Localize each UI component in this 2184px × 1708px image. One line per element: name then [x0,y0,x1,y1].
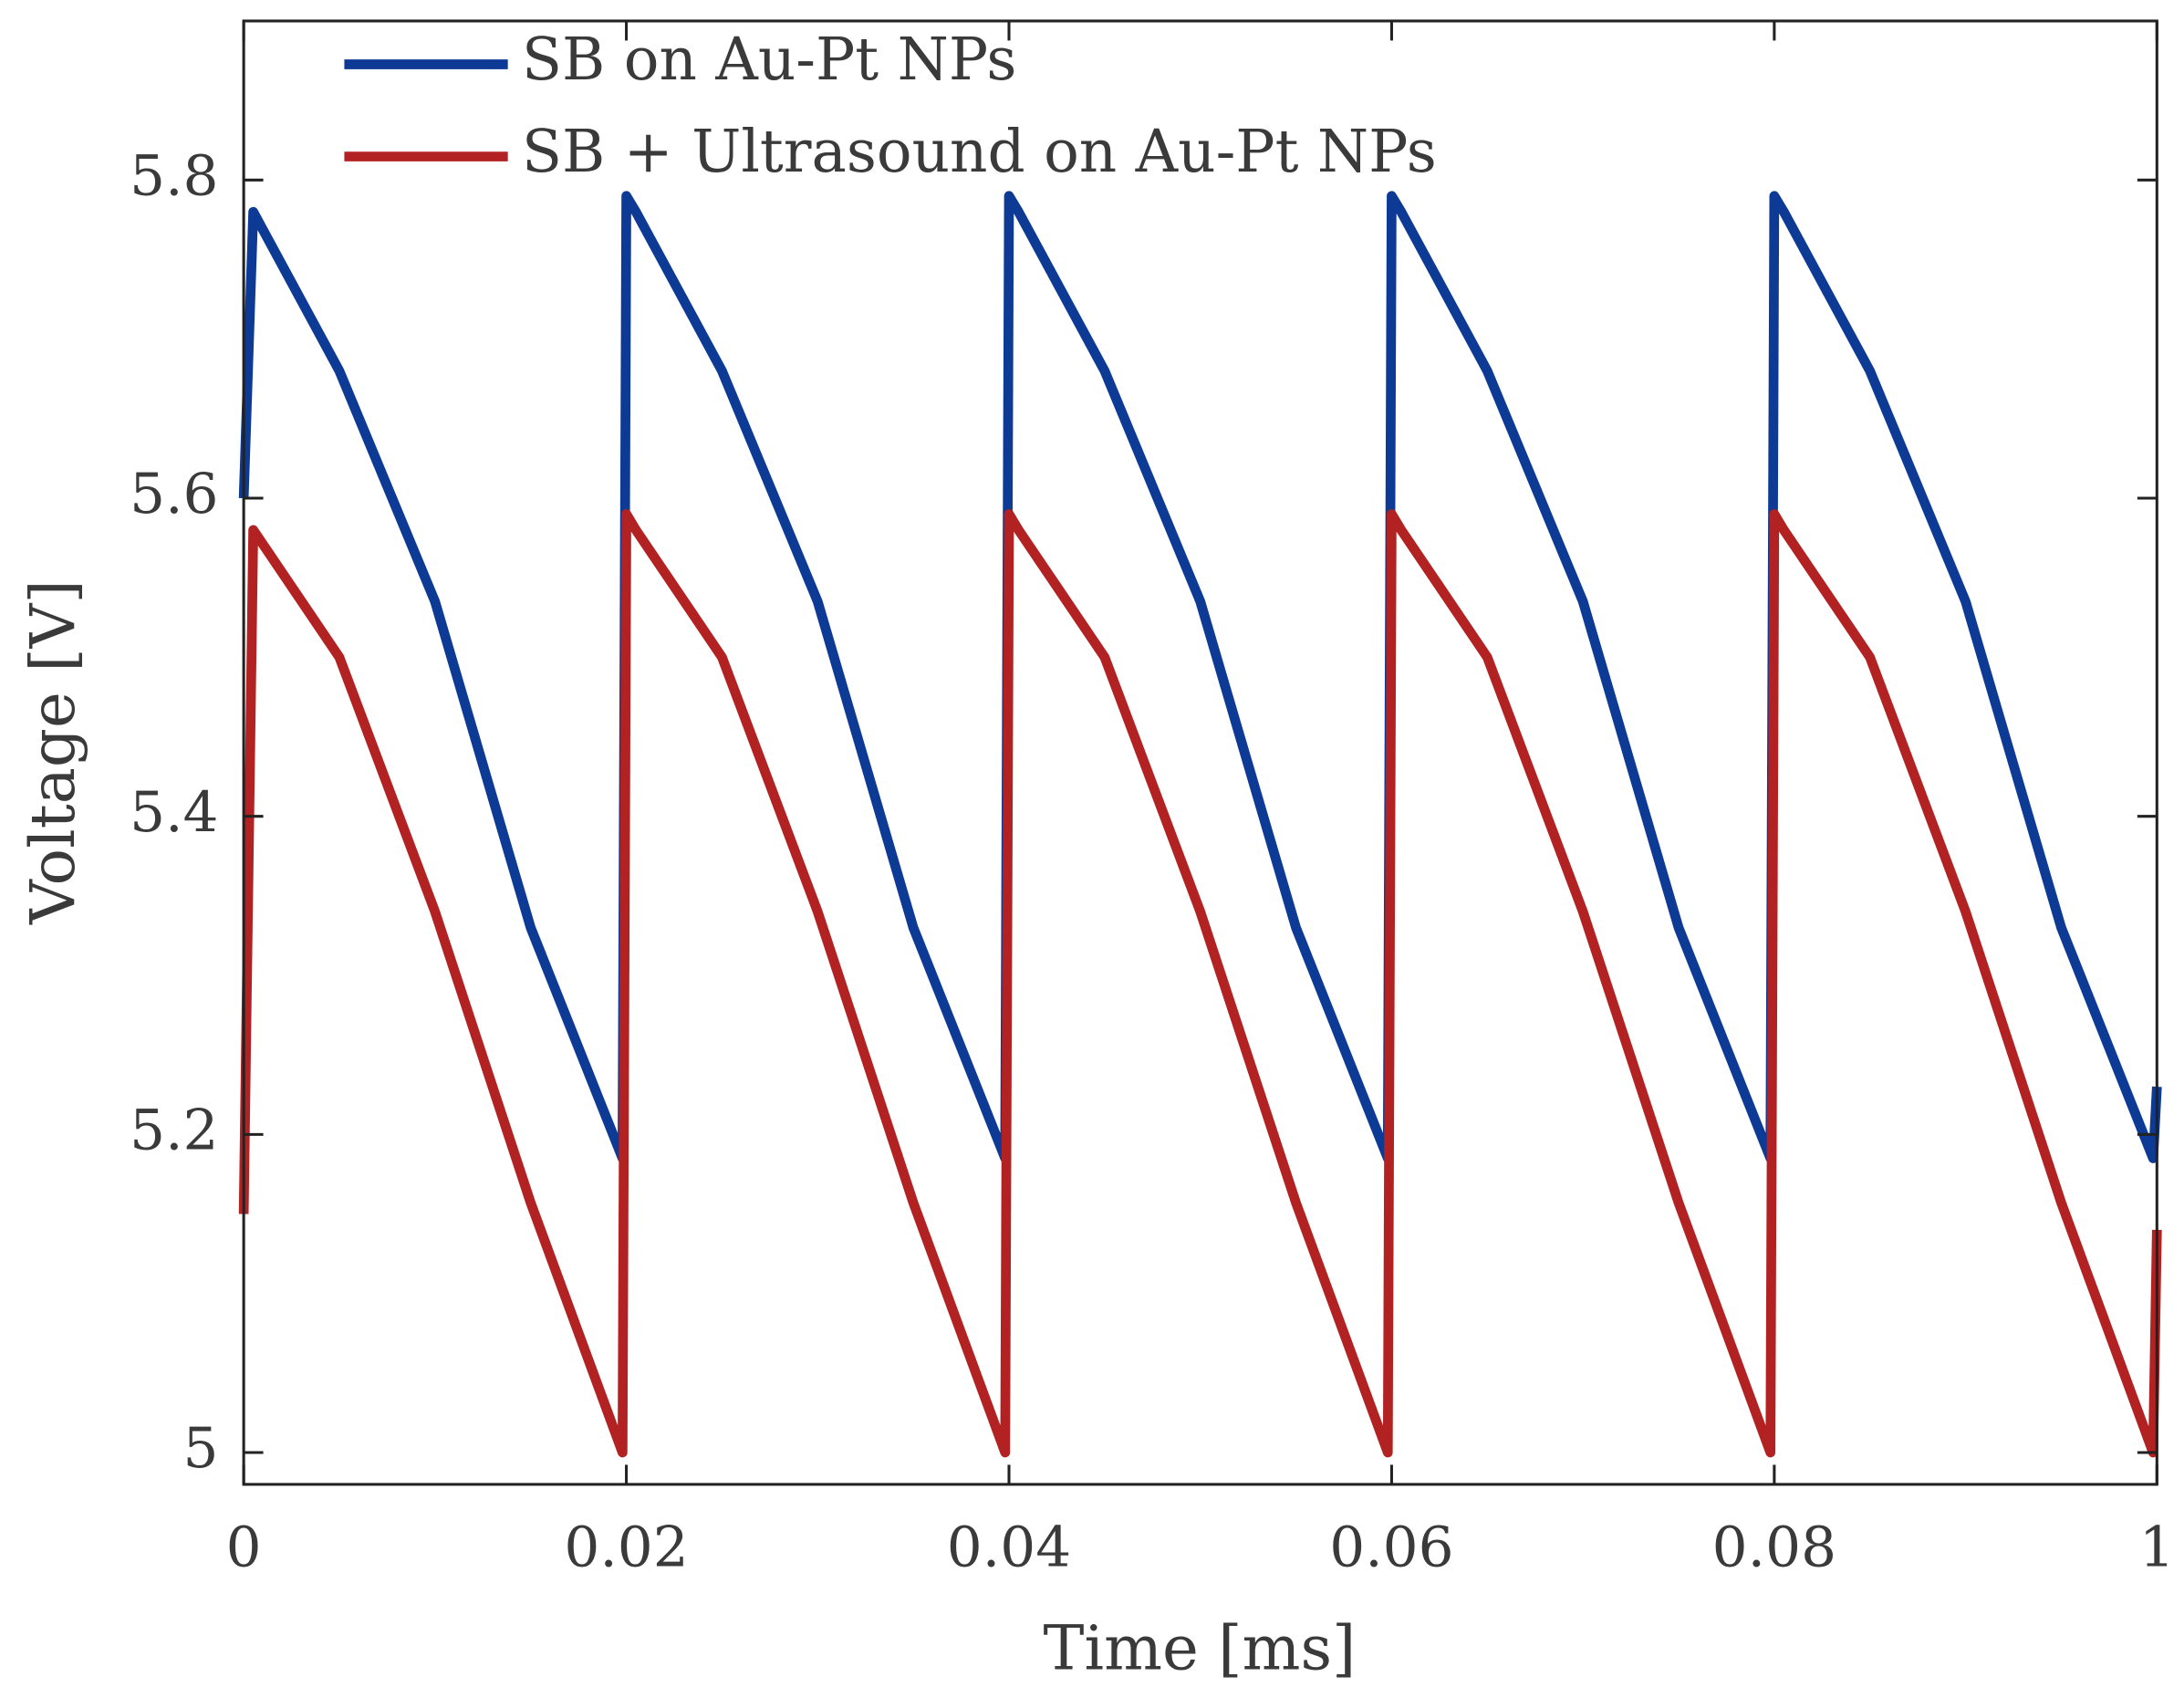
x-tick-label: 0.04 [947,1515,1071,1580]
x-axis-label: Time [ms] [1044,1612,1357,1684]
y-tick-label: 5.8 [130,143,218,208]
x-tick-label: 0 [226,1515,262,1580]
x-tick-label: 0.08 [1712,1515,1836,1580]
series-line [238,509,2162,1458]
x-tick-label: 0.06 [1329,1515,1453,1580]
y-axis-label: Voltage [V] [16,579,88,925]
legend-label: SB on Au-Pt NPs [522,26,1016,94]
series-line [238,191,2162,1163]
x-tick-label: 1 [2139,1515,2175,1580]
x-tick-label: 0.02 [564,1515,688,1580]
y-tick-label: 5 [183,1416,219,1481]
y-tick-label: 5.6 [130,462,218,526]
legend-label: SB + Ultrasound on Au-Pt NPs [522,118,1437,186]
plot-frame [242,19,2158,1486]
y-tick-label: 5.4 [130,780,218,845]
y-tick-label: 5.2 [130,1098,218,1162]
